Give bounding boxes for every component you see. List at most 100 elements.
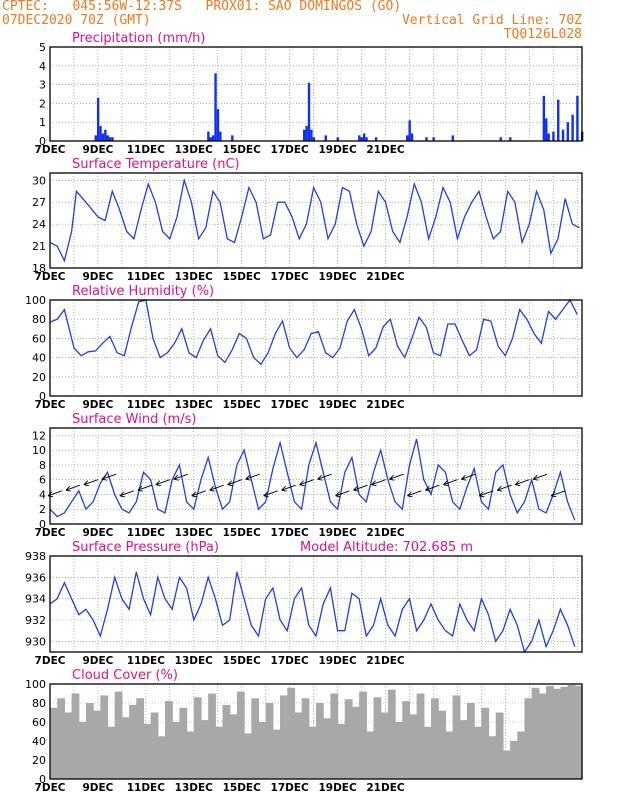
wind-arrow-head — [425, 485, 431, 492]
precip-bar — [406, 135, 409, 141]
cloud-bar — [495, 712, 504, 779]
cloud-bar — [150, 712, 159, 779]
cloud-bar — [510, 741, 518, 779]
panel-precip: 0 1 2 3 4 5 7DEC 9DEC 11DEC 13DEC 15DEC 17DEC 19DEC 2… — [35, 31, 584, 156]
wind-arrow — [353, 484, 368, 491]
panel-title: Surface Pressure (hPa) — [72, 540, 219, 555]
header-grid-note: Vertical Grid Line: 70Z — [401, 13, 582, 28]
y-tick-label: 18 — [32, 262, 46, 275]
x-tick-label: 19DEC — [318, 271, 357, 283]
precip-bar — [211, 135, 215, 141]
cloud-bar — [287, 687, 296, 779]
cloud-bar — [337, 723, 346, 779]
cloud-bar — [387, 689, 396, 779]
x-tick-label: 15DEC — [223, 782, 262, 794]
x-tick-label: 21DEC — [366, 782, 405, 794]
precip-bar — [576, 95, 579, 141]
x-tick-label: 11DEC — [127, 399, 166, 411]
cloud-bar — [308, 726, 317, 779]
cloud-bar — [560, 686, 569, 779]
x-tick-label: 17DEC — [271, 527, 310, 539]
y-tick-label: 21 — [32, 240, 46, 253]
x-tick-label: 9DEC — [82, 782, 113, 794]
x-tick-label: 17DEC — [271, 271, 310, 283]
y-tick-label: 80 — [32, 697, 46, 710]
precip-bar — [324, 135, 327, 141]
y-tick-label: 40 — [32, 735, 46, 748]
cloud-bar — [531, 687, 540, 779]
x-tick-label: 11DEC — [127, 271, 166, 283]
cloud-bar — [193, 697, 202, 779]
x-tick-label: 9DEC — [82, 527, 113, 539]
cloud-bar — [114, 691, 123, 779]
y-tick-label: 0 — [39, 390, 46, 403]
precip-bar — [216, 109, 220, 141]
cloud-bar — [323, 718, 331, 779]
cloud-bar — [351, 706, 360, 779]
cloud-bar — [502, 750, 511, 779]
x-tick-label: 13DEC — [175, 527, 214, 539]
cloud-bar — [179, 707, 188, 779]
cloud-bar — [208, 693, 216, 779]
precip-bar — [566, 122, 570, 141]
cloud-bar — [100, 695, 109, 779]
wind-arrow-head — [461, 474, 467, 481]
wind-arrow-head — [245, 474, 251, 481]
wind-arrow — [191, 490, 206, 497]
x-tick-label: 7DEC — [35, 144, 66, 156]
cloud-bar — [474, 726, 482, 779]
cloud-bar — [466, 703, 475, 779]
wind-series-line — [49, 438, 576, 521]
cloud-bar — [272, 729, 281, 779]
wind-arrow — [515, 479, 530, 486]
precip-bar — [571, 114, 574, 141]
cloud-bar — [157, 736, 166, 779]
precip-bar — [432, 137, 435, 141]
cloud-bar — [236, 691, 245, 779]
wind-arrow-head — [389, 474, 395, 481]
cloud-bar — [215, 726, 224, 779]
panel-pressure: 930 932 934 936 938 7DEC 9DEC 11DEC 13DEC 15DEC 17… — [25, 540, 583, 667]
precip-bar — [451, 135, 454, 141]
panel-frame — [49, 299, 583, 397]
wind-arrow — [101, 473, 117, 480]
y-tick-label: 10 — [32, 444, 46, 457]
precip-bar — [219, 131, 222, 141]
x-tick-label: 19DEC — [318, 399, 357, 411]
y-tick-label: 27 — [32, 196, 46, 209]
x-tick-label: 9DEC — [82, 271, 113, 283]
wind-arrow-head — [443, 480, 449, 487]
panel-frame — [49, 172, 583, 269]
wind-arrow-head — [173, 474, 179, 481]
x-tick-label: 7DEC — [35, 399, 66, 411]
y-tick-label: 8 — [39, 459, 46, 472]
cloud-bar — [251, 698, 260, 779]
wind-arrow — [407, 490, 422, 497]
y-tick-label: 24 — [32, 218, 46, 231]
x-tick-label: 17DEC — [271, 655, 310, 667]
x-tick-label: 15DEC — [223, 655, 262, 667]
wind-arrow-head — [65, 485, 72, 492]
cloud-bar — [280, 695, 288, 779]
cloud-bar — [316, 703, 324, 779]
wind-arrow — [299, 479, 314, 486]
cloud-bar — [107, 726, 116, 779]
wind-arrow-head — [119, 491, 125, 498]
wind-arrow-head — [155, 480, 161, 487]
y-tick-label: 20 — [32, 371, 46, 384]
x-tick-label: 7DEC — [35, 527, 66, 539]
cloud-bar — [244, 733, 252, 779]
y-tick-label: 100 — [25, 678, 46, 691]
wind-arrow-head — [101, 474, 107, 481]
precip-bar — [106, 135, 109, 141]
x-tick-label: 9DEC — [82, 399, 113, 411]
x-tick-label: 19DEC — [318, 144, 357, 156]
wind-arrow — [281, 484, 296, 491]
cloud-bar — [431, 698, 439, 779]
wind-arrow — [371, 479, 386, 486]
x-tick-label: 15DEC — [223, 271, 262, 283]
precip-bar — [214, 73, 217, 141]
cloud-bar — [93, 710, 101, 779]
panel-title: Surface Wind (m/s) — [72, 412, 196, 427]
